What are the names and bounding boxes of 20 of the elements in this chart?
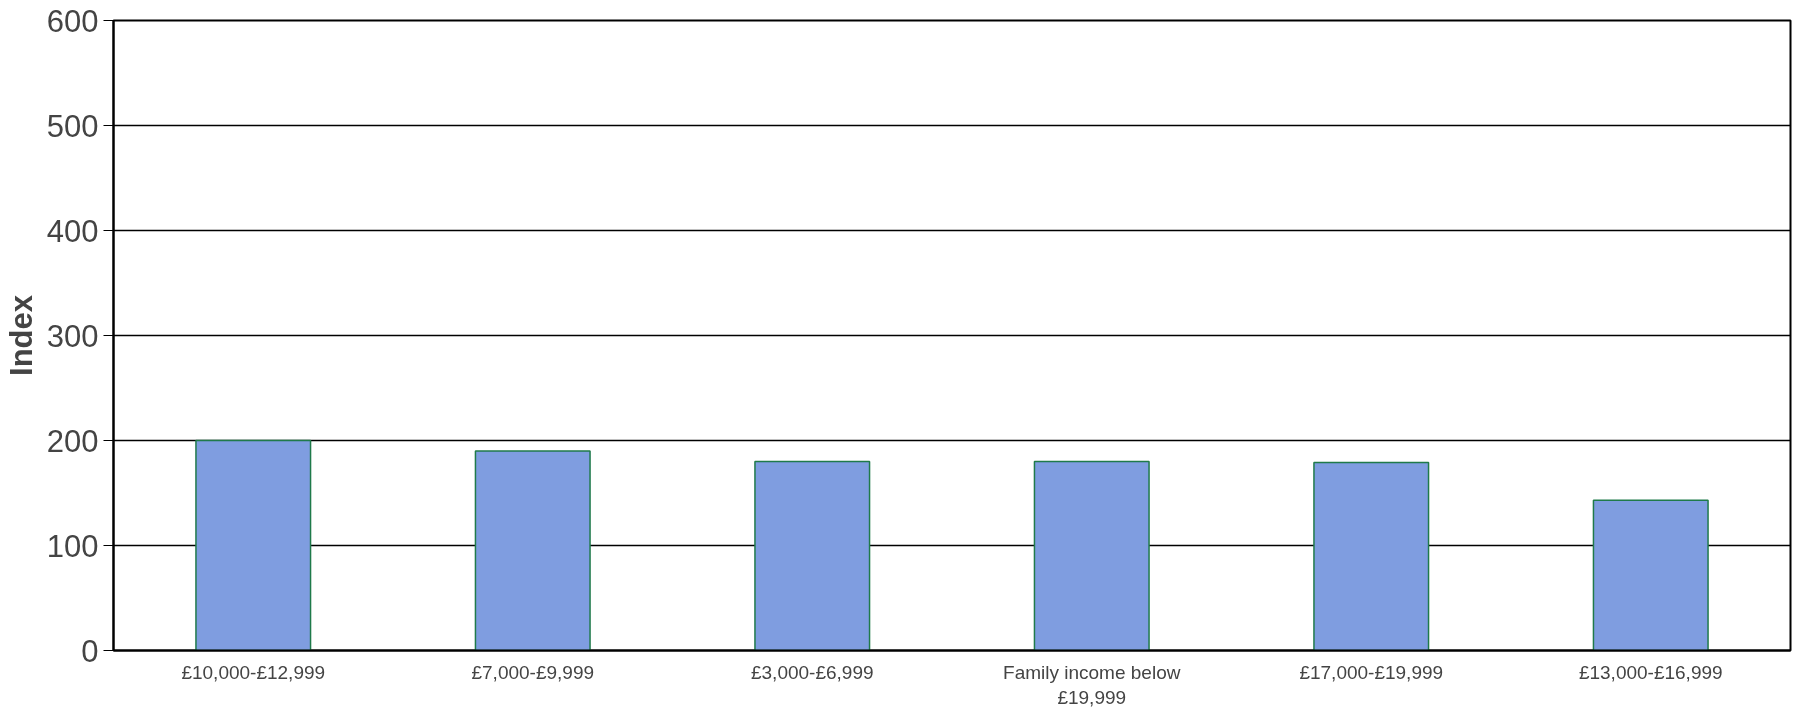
x-tick-label: £10,000-£12,999 bbox=[181, 661, 326, 683]
y-tick-label: 100 bbox=[46, 528, 99, 564]
y-tick-label: 300 bbox=[46, 318, 99, 354]
x-tick-label: Family income below £19,999 bbox=[1003, 661, 1181, 708]
x-tick-label: £7,000-£9,999 bbox=[471, 661, 595, 683]
bar bbox=[474, 450, 591, 651]
y-tick-label: 600 bbox=[46, 3, 99, 39]
x-tick-label: £17,000-£19,999 bbox=[1299, 661, 1444, 683]
y-tick-label: 500 bbox=[46, 108, 99, 144]
bar bbox=[1313, 461, 1430, 651]
x-tick-label: £3,000-£6,999 bbox=[750, 661, 874, 683]
bar bbox=[1033, 460, 1150, 651]
bar bbox=[195, 439, 312, 651]
bar bbox=[754, 460, 871, 651]
y-tick-label: 0 bbox=[81, 633, 99, 669]
y-tick-label: 400 bbox=[46, 213, 99, 249]
bar bbox=[1592, 499, 1709, 651]
x-tick-label: £13,000-£16,999 bbox=[1578, 661, 1723, 683]
y-tick-label: 200 bbox=[46, 423, 99, 459]
y-axis-title: Index bbox=[3, 294, 39, 376]
